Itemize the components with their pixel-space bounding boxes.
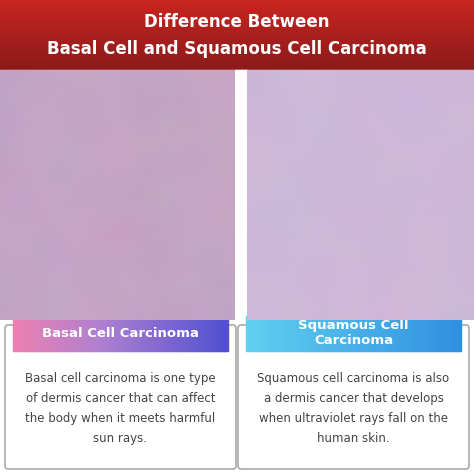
Text: Basal Cell Carcinoma: Basal Cell Carcinoma <box>42 327 199 340</box>
FancyBboxPatch shape <box>5 325 236 469</box>
Text: Basal Cell and Squamous Cell Carcinoma: Basal Cell and Squamous Cell Carcinoma <box>47 40 427 58</box>
FancyBboxPatch shape <box>238 325 469 469</box>
Text: Difference Between: Difference Between <box>144 13 330 31</box>
Text: Squamous cell carcinoma is also
a dermis cancer that develops
when ultraviolet r: Squamous cell carcinoma is also a dermis… <box>257 372 449 445</box>
Text: Basal cell carcinoma is one type
of dermis cancer that can affect
the body when : Basal cell carcinoma is one type of derm… <box>25 372 216 445</box>
Text: Squamous Cell
Carcinoma: Squamous Cell Carcinoma <box>298 319 409 347</box>
